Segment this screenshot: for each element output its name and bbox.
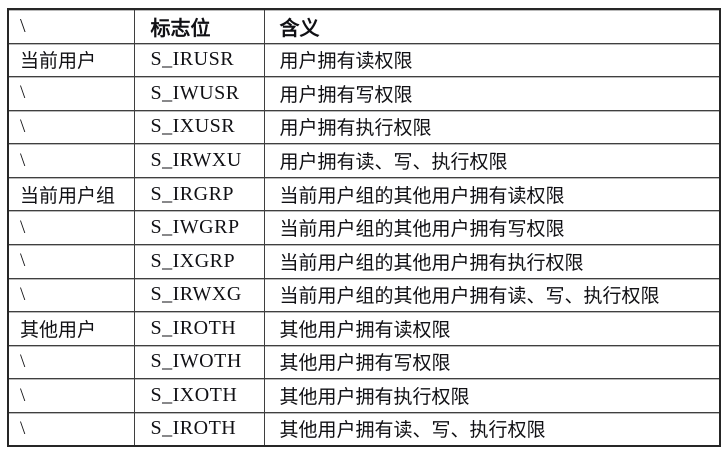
cell-meaning: 用户拥有写权限 [263, 76, 721, 111]
table-row: \ S_IXGRP 当前用户组的其他用户拥有执行权限 [7, 243, 721, 279]
cell-flag: S_IWUSR [133, 76, 265, 111]
table-row: \ S_IWGRP 当前用户组的其他用户拥有写权限 [7, 210, 721, 245]
table-row: 当前用户 S_IRUSR 用户拥有读权限 [7, 42, 721, 78]
table-row: \ S_IROTH 其他用户拥有读、写、执行权限 [7, 411, 721, 447]
cell-meaning: 用户拥有读权限 [263, 42, 721, 78]
header-cell-owner: \ [7, 8, 135, 44]
cell-owner: 当前用户组 [7, 176, 135, 212]
cell-owner: \ [7, 143, 135, 178]
table-row: \ S_IRWXU 用户拥有读、写、执行权限 [7, 143, 721, 178]
cell-flag: S_IRWXG [133, 277, 265, 313]
cell-meaning: 当前用户组的其他用户拥有读、写、执行权限 [263, 277, 721, 313]
header-cell-meaning: 含义 [263, 8, 721, 44]
table-row: 当前用户组 S_IRGRP 当前用户组的其他用户拥有读权限 [7, 176, 721, 212]
cell-flag: S_IRUSR [133, 42, 265, 78]
cell-owner: \ [7, 277, 135, 313]
cell-flag: S_IXGRP [133, 243, 265, 279]
cell-owner: \ [7, 243, 135, 279]
header-row: \ 标志位 含义 [7, 8, 721, 44]
cell-flag: S_IWGRP [133, 210, 265, 245]
cell-owner: \ [7, 411, 135, 447]
cell-meaning: 当前用户组的其他用户拥有执行权限 [263, 243, 721, 279]
cell-flag: S_IRGRP [133, 176, 265, 212]
cell-owner: \ [7, 76, 135, 111]
table-row: \ S_IRWXG 当前用户组的其他用户拥有读、写、执行权限 [7, 277, 721, 313]
cell-owner: \ [7, 378, 135, 413]
cell-owner: 当前用户 [7, 42, 135, 78]
cell-owner: \ [7, 344, 135, 380]
cell-meaning: 其他用户拥有读权限 [263, 311, 721, 346]
table-row: 其他用户 S_IROTH 其他用户拥有读权限 [7, 311, 721, 346]
cell-meaning: 其他用户拥有执行权限 [263, 378, 721, 413]
cell-flag: S_IXOTH [133, 378, 265, 413]
cell-meaning: 用户拥有读、写、执行权限 [263, 143, 721, 178]
cell-owner: \ [7, 210, 135, 245]
cell-flag: S_IROTH [133, 411, 265, 447]
cell-meaning: 当前用户组的其他用户拥有读权限 [263, 176, 721, 212]
cell-flag: S_IROTH [133, 311, 265, 346]
permission-flags-table: \ 标志位 含义 当前用户 S_IRUSR 用户拥有读权限 \ S_IWUSR 用户拥有写… [7, 8, 721, 447]
table-row: \ S_IWUSR 用户拥有写权限 [7, 76, 721, 111]
cell-meaning: 其他用户拥有写权限 [263, 344, 721, 380]
header-cell-flag: 标志位 [133, 8, 265, 44]
cell-meaning: 当前用户组的其他用户拥有写权限 [263, 210, 721, 245]
cell-owner: 其他用户 [7, 311, 135, 346]
cell-flag: S_IRWXU [133, 143, 265, 178]
cell-owner: \ [7, 109, 135, 145]
cell-meaning: 用户拥有执行权限 [263, 109, 721, 145]
cell-flag: S_IXUSR [133, 109, 265, 145]
table-row: \ S_IWOTH 其他用户拥有写权限 [7, 344, 721, 380]
table-row: \ S_IXUSR 用户拥有执行权限 [7, 109, 721, 145]
cell-flag: S_IWOTH [133, 344, 265, 380]
table-body: 当前用户 S_IRUSR 用户拥有读权限 \ S_IWUSR 用户拥有写权限 \ S_IXUS… [7, 42, 721, 447]
table-row: \ S_IXOTH 其他用户拥有执行权限 [7, 378, 721, 413]
cell-meaning: 其他用户拥有读、写、执行权限 [263, 411, 721, 447]
